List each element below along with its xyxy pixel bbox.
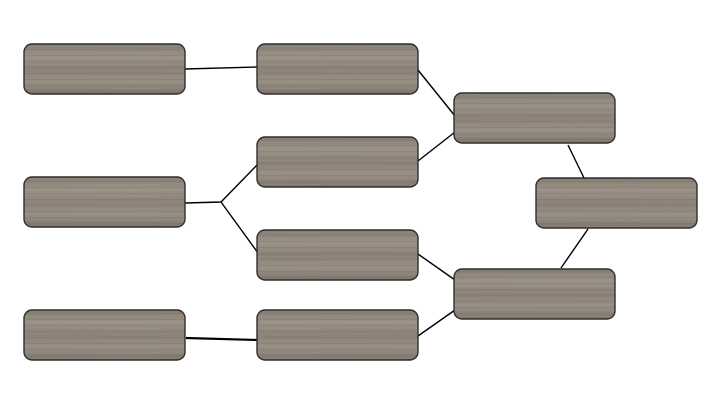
box-node-2 (23, 176, 186, 228)
edge-n1-n4 (184, 66, 259, 70)
edge-n9-n10 (560, 228, 589, 269)
edge-n8-n10 (567, 144, 585, 179)
box-node-8 (453, 92, 616, 144)
edge-n2-n6 (220, 201, 259, 254)
box-node-7 (256, 309, 419, 361)
edge-n5-n8 (417, 131, 456, 162)
box-node-9 (453, 268, 616, 320)
box-node-3 (23, 309, 186, 361)
edge-n7-n9 (417, 309, 456, 337)
box-node-4 (256, 43, 419, 95)
edge-n6-n9 (417, 253, 456, 281)
edge-n2-n5 (184, 163, 259, 204)
box-node-10 (535, 177, 698, 229)
connector-lines (184, 66, 589, 342)
edge-n4-n8 (417, 69, 456, 117)
box-node-5 (256, 136, 419, 188)
node-boxes (23, 43, 698, 361)
box-node-6 (256, 229, 419, 281)
edge-n3-n7 (185, 336, 259, 342)
box-node-1 (23, 43, 186, 95)
